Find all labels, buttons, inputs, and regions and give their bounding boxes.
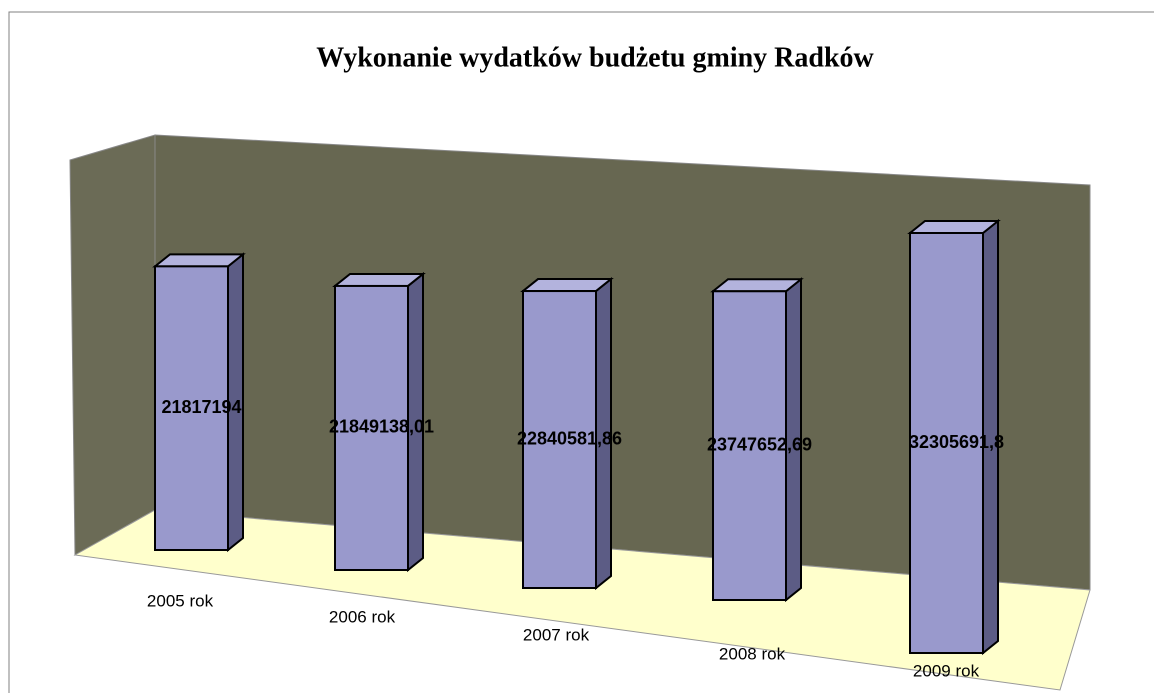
bar <box>334 284 409 571</box>
x-tick-label: 2005 rok <box>147 591 214 610</box>
x-tick-label: 2006 rok <box>329 607 396 626</box>
bar <box>154 265 229 551</box>
bar <box>712 290 787 601</box>
x-tick-label: 2008 rok <box>719 644 786 663</box>
side-wall <box>69 134 156 556</box>
bar-top <box>710 278 804 293</box>
x-tick-label: 2009 rok <box>913 661 980 680</box>
chart-title: Wykonanie wydatków budżetu gminy Radków <box>316 42 874 73</box>
value-label: 23747652,69 <box>707 434 812 454</box>
x-tick-label: 2007 rok <box>523 625 590 644</box>
value-label: 22840581,86 <box>517 428 622 448</box>
bar-top <box>332 272 426 287</box>
floor <box>73 509 1091 691</box>
bar-top <box>907 220 1001 234</box>
value-label: 21849138,01 <box>329 417 434 437</box>
value-label: 21817194 <box>161 397 241 417</box>
value-label: 32305691,8 <box>909 432 1004 452</box>
bar-top <box>520 278 614 293</box>
bar-top <box>152 253 246 268</box>
bar <box>909 232 984 654</box>
bar <box>522 290 597 589</box>
